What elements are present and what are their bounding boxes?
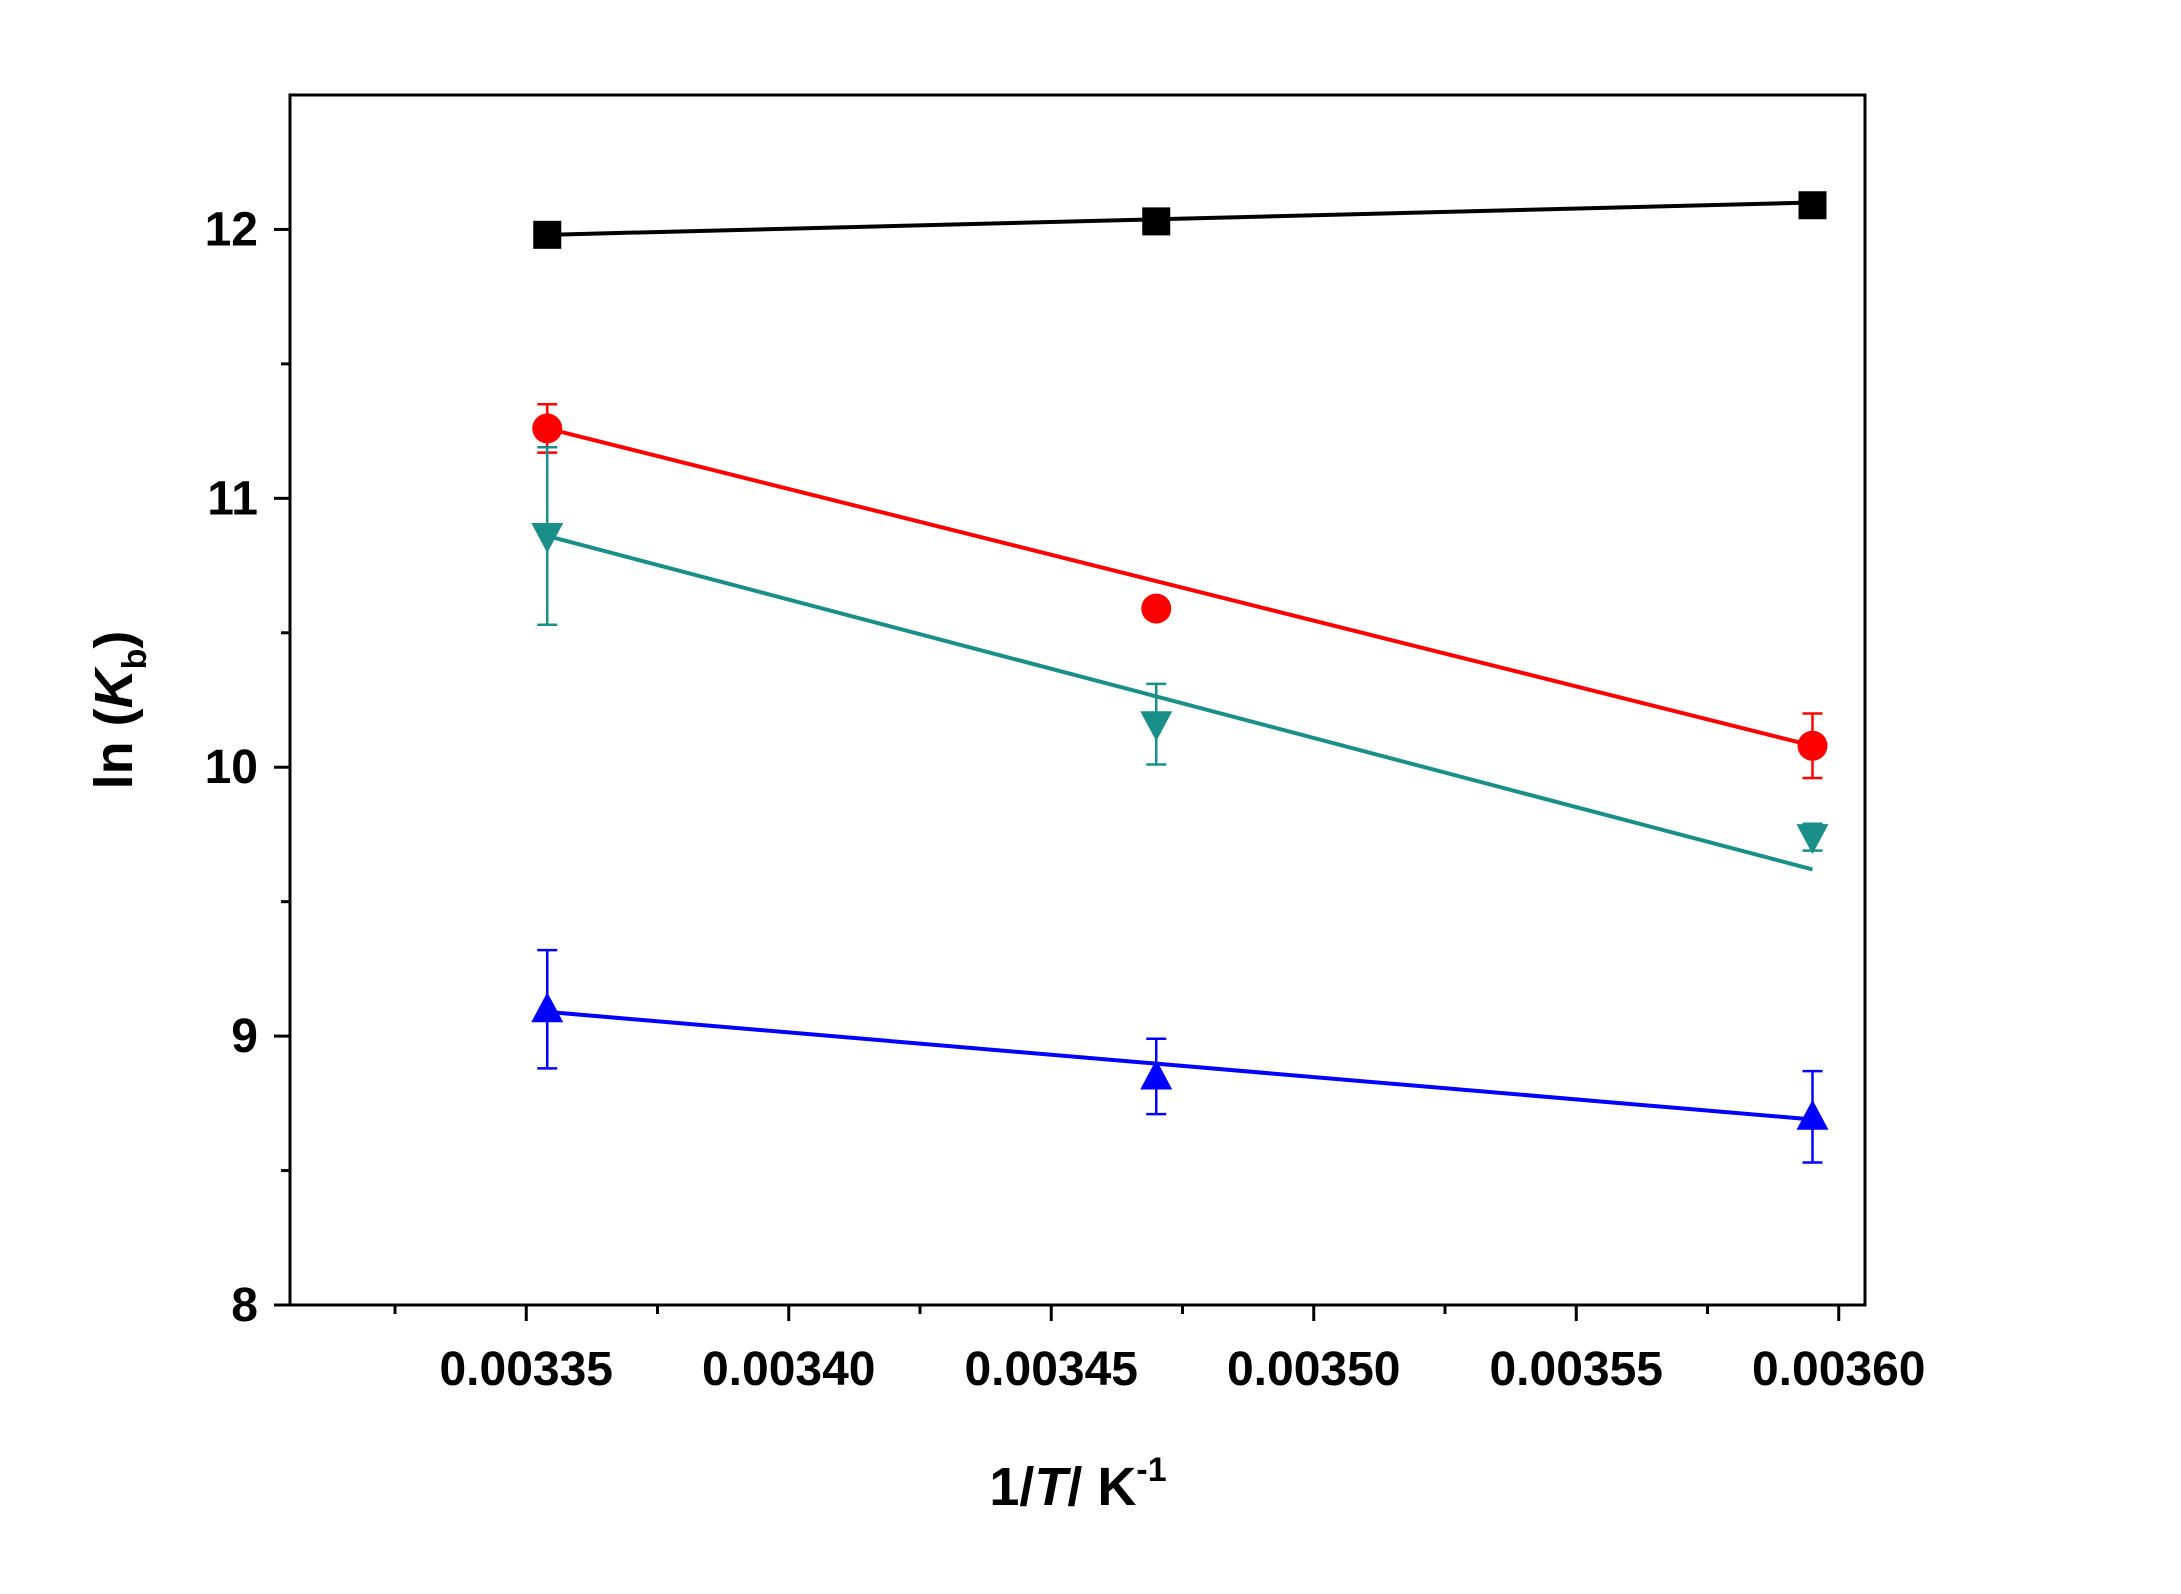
fit-line xyxy=(547,1009,1813,1122)
plot-frame xyxy=(288,93,1867,1307)
series-2 xyxy=(531,445,1829,872)
x-axis-title-var: T xyxy=(1034,1457,1071,1517)
y-axis-title-sub: b xyxy=(116,649,154,670)
data-point xyxy=(1796,824,1829,855)
y-axis-title-prefix: ln ( xyxy=(84,708,144,789)
series-layer xyxy=(531,191,1829,1164)
data-point xyxy=(1140,711,1173,742)
series-0 xyxy=(533,191,1827,249)
y-tick-label: 8 xyxy=(231,1279,258,1332)
fit-line xyxy=(547,200,1813,237)
x-tick-label: 0.00355 xyxy=(1489,1343,1663,1396)
data-point xyxy=(1141,593,1172,624)
data-point xyxy=(1798,191,1827,220)
x-tick-label: 0.00335 xyxy=(439,1343,613,1396)
x-axis-title: 1/T/ K-1 xyxy=(989,1451,1166,1517)
y-axis-title-var: K xyxy=(84,665,144,708)
x-tick-label: 0.00350 xyxy=(1227,1343,1401,1396)
series-3 xyxy=(531,948,1829,1164)
y-tick-label: 12 xyxy=(205,203,258,256)
data-point xyxy=(1142,207,1171,236)
y-axis-title-suffix: ) xyxy=(84,631,144,649)
fit-line xyxy=(546,534,1814,872)
x-axis-title-prefix: 1/ xyxy=(989,1457,1034,1517)
x-tick-label: 0.00340 xyxy=(702,1343,876,1396)
y-axis-title: ln (Kb) xyxy=(84,631,154,790)
x-axis-title-sup: -1 xyxy=(1136,1451,1166,1489)
x-tick-label: 0.00360 xyxy=(1752,1343,1926,1396)
axis-layer: 0.00335 0.00340 0.00345 0.00350 0.00355 0.003… xyxy=(205,203,1926,1396)
data-point xyxy=(1797,730,1828,761)
data-point xyxy=(533,220,562,249)
data-point xyxy=(531,522,564,553)
data-point xyxy=(531,992,564,1023)
series-1 xyxy=(532,402,1828,780)
data-point xyxy=(532,413,563,444)
data-point xyxy=(1796,1099,1829,1130)
fit-line xyxy=(546,426,1813,748)
y-tick-label: 10 xyxy=(205,741,258,794)
y-tick-label: 11 xyxy=(207,472,258,525)
x-axis-title-mid: / K xyxy=(1067,1457,1136,1517)
y-tick-label: 9 xyxy=(231,1010,258,1063)
x-tick-label: 0.00345 xyxy=(964,1343,1138,1396)
data-point xyxy=(1140,1059,1173,1090)
